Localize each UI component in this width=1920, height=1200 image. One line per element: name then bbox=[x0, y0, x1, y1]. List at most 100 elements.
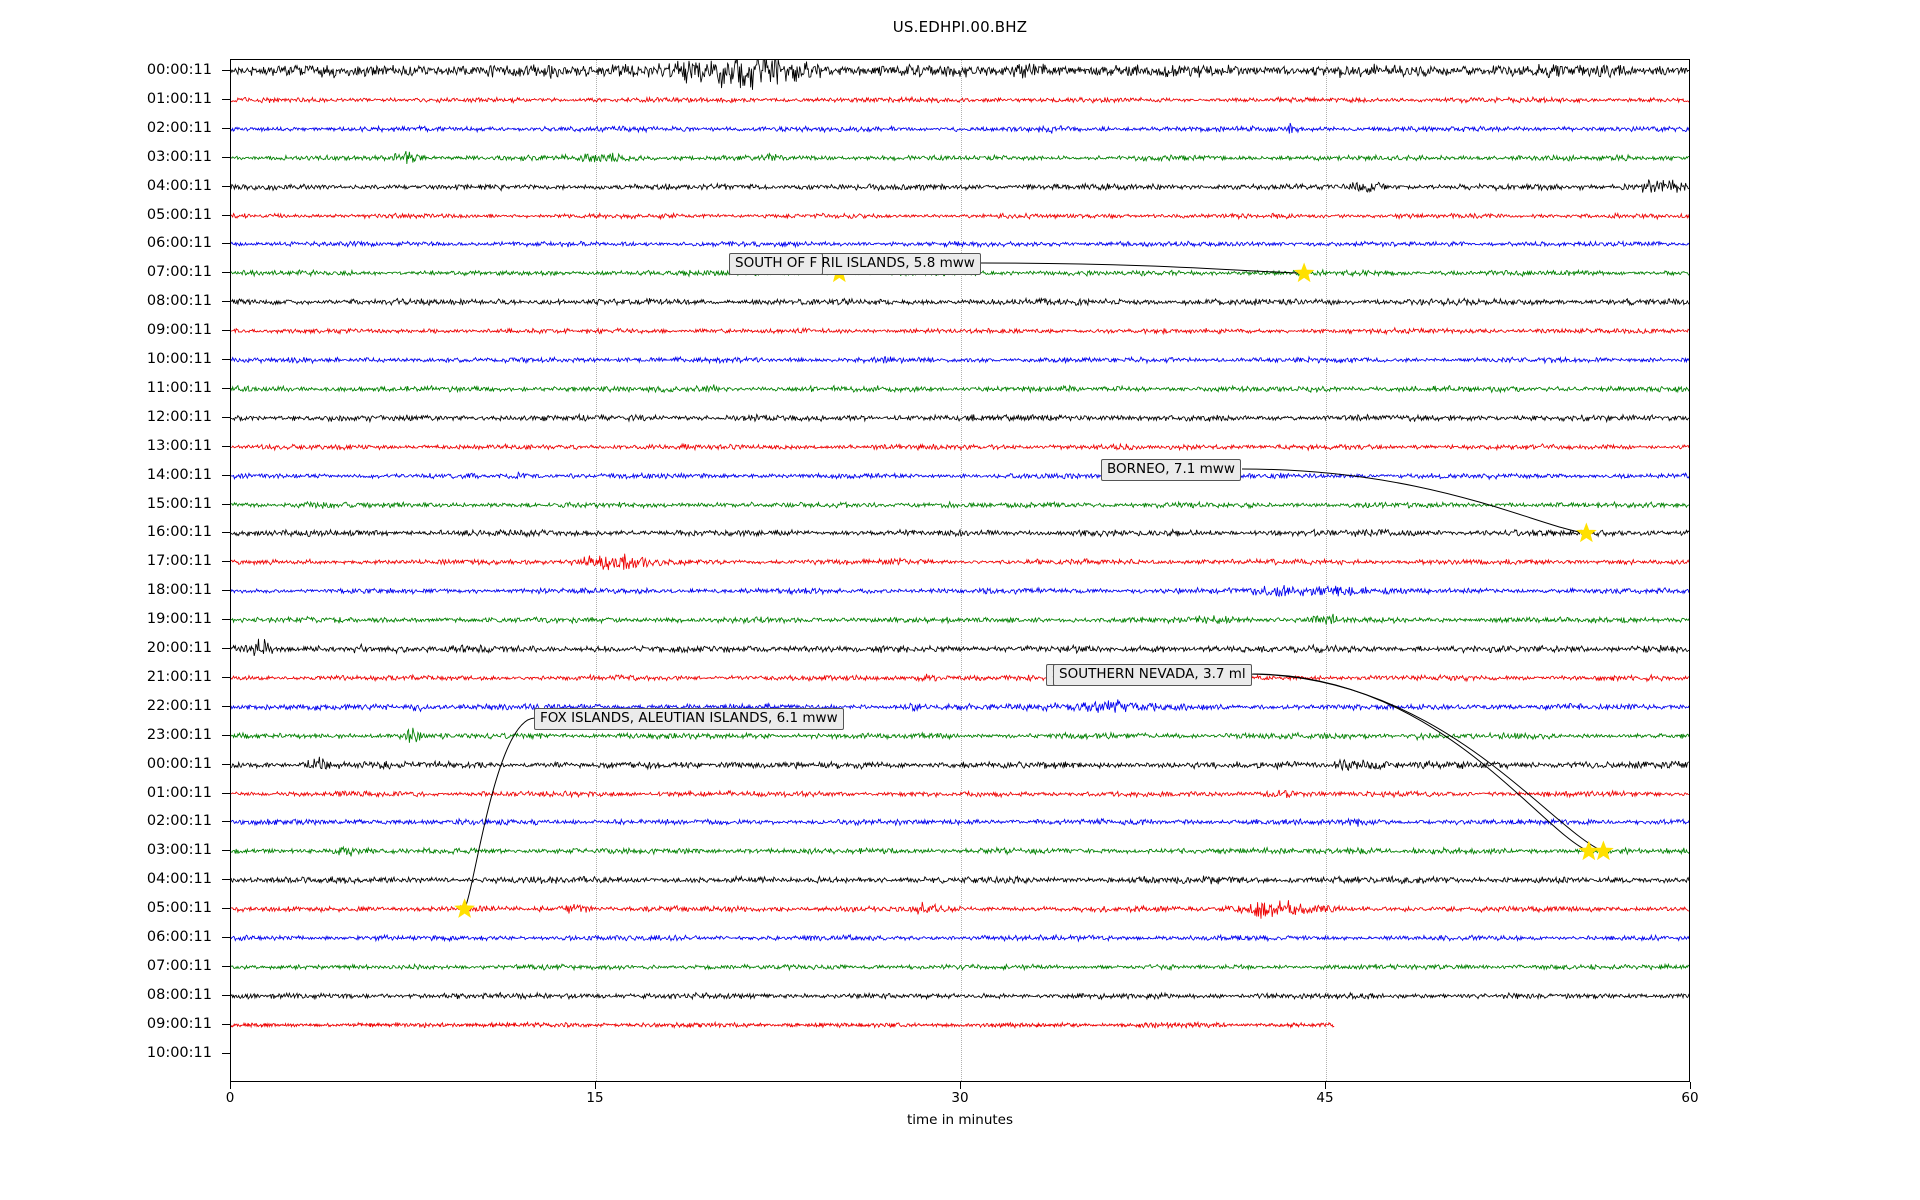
y-tick-mark-19 bbox=[222, 619, 230, 621]
trace-row-21 bbox=[231, 657, 1689, 699]
trace-row-22 bbox=[231, 686, 1689, 728]
y-tick-mark-13 bbox=[222, 445, 230, 447]
y-tick-mark-32 bbox=[222, 994, 230, 996]
y-tick-label-15: 15:00:11 bbox=[146, 495, 212, 512]
trace-row-4 bbox=[231, 166, 1689, 208]
y-tick-label-26: 02:00:11 bbox=[146, 813, 212, 830]
event-connector-borneo-0 bbox=[1241, 468, 1587, 534]
trace-row-8 bbox=[231, 281, 1689, 323]
y-tick-label-16: 16:00:11 bbox=[146, 524, 212, 541]
y-tick-label-18: 18:00:11 bbox=[146, 582, 212, 599]
y-tick-label-30: 06:00:11 bbox=[146, 929, 212, 945]
y-tick-label-8: 08:00:11 bbox=[146, 293, 212, 310]
y-tick-label-21: 21:00:11 bbox=[146, 668, 212, 685]
y-tick-label-22: 22:00:11 bbox=[146, 697, 212, 714]
y-tick-label-34: 10:00:11 bbox=[146, 1044, 212, 1061]
trace-row-15 bbox=[231, 484, 1689, 526]
y-tick-label-31: 07:00:11 bbox=[146, 957, 212, 974]
trace-row-33 bbox=[231, 1004, 1689, 1046]
y-tick-label-12: 12:00:11 bbox=[146, 408, 212, 425]
event-connector-kuril-islands-1 bbox=[981, 262, 1305, 274]
event-star-borneo-0[interactable] bbox=[1576, 522, 1597, 543]
y-tick-label-10: 10:00:11 bbox=[146, 351, 212, 367]
trace-row-16 bbox=[231, 512, 1689, 554]
y-tick-label-17: 17:00:11 bbox=[146, 553, 212, 570]
y-tick-label-4: 04:00:11 bbox=[146, 177, 212, 194]
x-axis-title: time in minutes bbox=[906, 1112, 1014, 1128]
y-tick-label-19: 19:00:11 bbox=[146, 611, 212, 628]
y-tick-mark-15 bbox=[222, 503, 230, 505]
seismic-traces bbox=[231, 60, 1689, 1081]
trace-row-28 bbox=[231, 859, 1689, 901]
y-tick-mark-14 bbox=[222, 474, 230, 476]
trace-row-27 bbox=[231, 830, 1689, 872]
event-label-fox-islands[interactable]: FOX ISLANDS, ALEUTIAN ISLANDS, 6.1 mww bbox=[534, 708, 844, 730]
event-connector-southern-nevada-1-0 bbox=[1245, 673, 1604, 852]
event-label-south-of-fiji[interactable]: SOUTH OF F bbox=[729, 253, 824, 275]
x-tick-label-60: 60 bbox=[1681, 1090, 1699, 1106]
y-tick-mark-31 bbox=[222, 965, 230, 967]
y-tick-mark-10 bbox=[222, 359, 230, 360]
x-tick-label-0: 0 bbox=[225, 1090, 235, 1106]
trace-row-19 bbox=[231, 599, 1689, 641]
y-tick-mark-23 bbox=[222, 734, 230, 736]
event-label-borneo[interactable]: BORNEO, 7.1 mww bbox=[1101, 459, 1241, 481]
trace-row-0 bbox=[231, 60, 1689, 92]
trace-row-20 bbox=[231, 628, 1689, 670]
trace-row-10 bbox=[231, 339, 1689, 381]
y-tick-mark-27 bbox=[222, 850, 230, 852]
x-tick-label-15: 15 bbox=[586, 1090, 604, 1106]
trace-row-5 bbox=[231, 195, 1689, 237]
y-tick-label-11: 11:00:11 bbox=[146, 379, 212, 396]
y-tick-mark-9 bbox=[222, 330, 230, 332]
y-tick-label-14: 14:00:11 bbox=[146, 466, 212, 483]
y-tick-mark-18 bbox=[222, 590, 230, 592]
y-tick-mark-17 bbox=[222, 561, 230, 563]
event-star-southern-nevada-2-0[interactable] bbox=[1578, 840, 1600, 861]
trace-row-13 bbox=[231, 426, 1689, 468]
trace-row-25 bbox=[231, 773, 1689, 815]
y-tick-label-0: 00:00:11 bbox=[146, 62, 212, 78]
y-tick-label-20: 20:00:11 bbox=[146, 640, 212, 656]
trace-row-30 bbox=[231, 917, 1689, 959]
y-tick-label-24: 00:00:11 bbox=[146, 755, 212, 772]
trace-row-24 bbox=[231, 744, 1689, 786]
y-tick-mark-30 bbox=[222, 937, 230, 938]
y-tick-label-32: 08:00:11 bbox=[146, 986, 212, 1003]
y-tick-mark-0 bbox=[222, 70, 230, 71]
event-star-fox-islands-0[interactable] bbox=[454, 898, 475, 918]
y-tick-label-1: 01:00:11 bbox=[146, 90, 212, 107]
trace-row-2 bbox=[231, 108, 1689, 150]
trace-row-32 bbox=[231, 975, 1689, 1017]
trace-row-31 bbox=[231, 946, 1689, 988]
y-tick-label-9: 09:00:11 bbox=[146, 322, 212, 339]
trace-row-12 bbox=[231, 397, 1689, 439]
y-tick-mark-28 bbox=[222, 879, 230, 881]
trace-row-18 bbox=[231, 570, 1689, 612]
y-tick-mark-34 bbox=[222, 1052, 230, 1054]
x-tick-label-30: 30 bbox=[951, 1090, 969, 1106]
y-tick-label-33: 09:00:11 bbox=[146, 1015, 212, 1032]
x-tick-label-45: 45 bbox=[1316, 1090, 1334, 1106]
event-star-southern-nevada-1-0[interactable] bbox=[1593, 840, 1614, 861]
trace-row-17 bbox=[231, 541, 1689, 583]
y-tick-label-6: 06:00:11 bbox=[146, 235, 212, 252]
y-tick-label-3: 03:00:11 bbox=[146, 148, 212, 165]
event-label-southern-nevada-2[interactable]: SOUTHERN NEVADA, 3.7 ml bbox=[1053, 664, 1252, 686]
y-tick-mark-5 bbox=[222, 214, 230, 216]
trace-row-3 bbox=[231, 137, 1689, 179]
y-tick-mark-12 bbox=[222, 416, 230, 418]
event-connectors bbox=[231, 60, 1689, 1081]
event-label-kuril-islands[interactable]: KURIL ISLANDS, 5.8 mww bbox=[797, 253, 981, 275]
x-tick-mark-60 bbox=[1690, 1082, 1691, 1089]
y-tick-mark-25 bbox=[222, 792, 230, 794]
y-tick-label-5: 05:00:11 bbox=[146, 206, 212, 223]
event-star-kuril-islands-1[interactable] bbox=[1293, 262, 1315, 283]
trace-row-11 bbox=[231, 368, 1689, 410]
y-tick-mark-3 bbox=[222, 156, 230, 158]
y-tick-mark-20 bbox=[222, 648, 230, 649]
x-tick-mark-15 bbox=[595, 1082, 596, 1089]
y-tick-mark-6 bbox=[222, 243, 230, 245]
trace-row-26 bbox=[231, 801, 1689, 843]
y-tick-mark-1 bbox=[222, 98, 230, 100]
